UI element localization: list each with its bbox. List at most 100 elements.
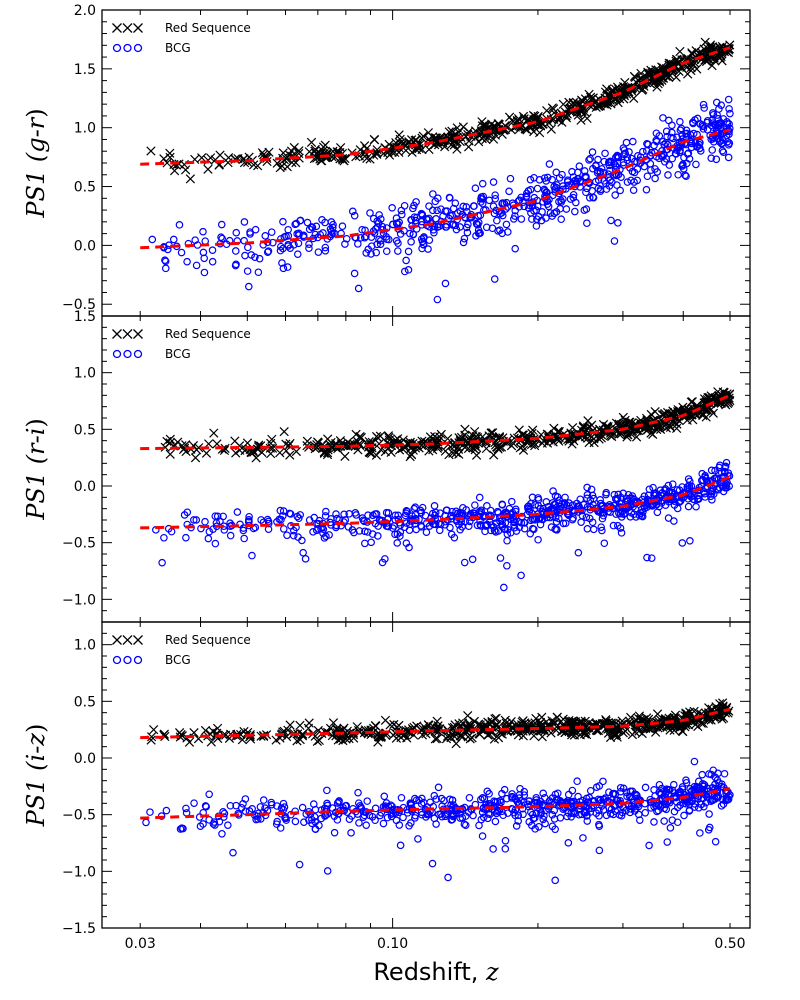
data-point xyxy=(414,835,422,843)
data-point xyxy=(295,860,304,869)
data-point xyxy=(673,133,681,142)
data-point xyxy=(709,109,717,117)
data-point xyxy=(643,69,653,79)
data-point xyxy=(218,234,226,243)
data-point xyxy=(662,127,671,136)
data-point xyxy=(477,815,486,824)
data-point xyxy=(629,137,637,146)
data-point xyxy=(375,211,383,219)
data-point xyxy=(508,794,516,802)
data-point xyxy=(470,445,480,455)
data-point xyxy=(295,514,303,523)
data-point xyxy=(354,284,363,293)
data-point xyxy=(489,845,497,853)
data-point xyxy=(425,522,434,530)
data-point xyxy=(629,186,638,194)
data-point xyxy=(643,172,652,181)
data-point xyxy=(306,137,317,147)
data-point xyxy=(451,199,460,207)
data-point xyxy=(702,50,712,60)
data-point xyxy=(460,820,469,829)
data-point xyxy=(468,555,477,564)
data-point xyxy=(490,526,499,535)
data-point xyxy=(354,240,362,248)
data-point xyxy=(724,95,733,104)
data-point xyxy=(266,449,276,459)
panel-r-i: −1.0 −0.5 0.0 0.5 1.0 1.5 PS1 (r-i) Red Sequenc… xyxy=(22,309,751,623)
data-point xyxy=(652,137,661,146)
data-point xyxy=(396,841,405,850)
data-point xyxy=(711,780,719,789)
data-point xyxy=(450,732,460,742)
data-point xyxy=(248,551,256,560)
data-point xyxy=(267,443,278,453)
data-point xyxy=(673,818,682,827)
legend-marker-x xyxy=(122,635,133,645)
data-point xyxy=(589,525,598,534)
data-point xyxy=(595,506,603,515)
data-point xyxy=(294,146,304,156)
data-point xyxy=(291,158,301,168)
data-point xyxy=(161,257,170,266)
data-point xyxy=(305,244,313,253)
data-point xyxy=(589,164,597,173)
data-point xyxy=(437,794,446,803)
data-point xyxy=(707,42,718,52)
data-point xyxy=(199,820,207,828)
data-point xyxy=(676,117,684,126)
data-point xyxy=(293,250,302,258)
data-point xyxy=(242,438,253,448)
data-point xyxy=(485,789,493,798)
data-point xyxy=(623,156,632,165)
data-point xyxy=(478,195,487,203)
data-point xyxy=(425,214,433,223)
data-point xyxy=(312,526,321,535)
data-point xyxy=(643,553,651,562)
data-point xyxy=(217,233,225,241)
data-point xyxy=(668,488,677,497)
data-point xyxy=(295,231,303,239)
data-point xyxy=(442,506,451,515)
data-point xyxy=(657,151,665,159)
data-point xyxy=(257,516,265,524)
data-point xyxy=(369,214,378,223)
data-point xyxy=(540,174,549,182)
data-point xyxy=(703,784,712,793)
data-point xyxy=(489,122,499,132)
data-point xyxy=(424,245,432,253)
data-point xyxy=(179,443,190,453)
y-axis-label-close: ) xyxy=(22,108,50,117)
data-point xyxy=(698,779,707,788)
data-point xyxy=(441,207,450,215)
data-point xyxy=(586,786,595,795)
data-point xyxy=(378,558,387,567)
data-point xyxy=(418,217,426,226)
data-point xyxy=(277,515,285,524)
data-point xyxy=(717,782,726,791)
data-point xyxy=(307,223,316,231)
data-point xyxy=(511,244,519,253)
data-point xyxy=(717,101,726,110)
data-point xyxy=(511,212,519,220)
data-point xyxy=(362,153,372,164)
plot-area xyxy=(140,37,735,304)
data-point xyxy=(569,514,577,522)
data-point xyxy=(252,815,260,824)
data-point xyxy=(585,156,593,164)
data-point xyxy=(320,140,330,150)
data-point xyxy=(428,206,437,215)
data-point xyxy=(496,226,504,235)
data-point xyxy=(432,733,442,744)
data-point xyxy=(370,721,381,731)
y-tick-label: 0.0 xyxy=(74,751,96,767)
data-point xyxy=(418,131,428,141)
data-point xyxy=(693,114,702,123)
data-point xyxy=(548,212,556,220)
legend-label-red-sequence: Red Sequence xyxy=(165,633,251,647)
data-point xyxy=(279,525,288,533)
data-point xyxy=(277,242,285,251)
data-point xyxy=(231,247,240,255)
data-point xyxy=(679,165,688,173)
data-point xyxy=(548,811,557,819)
data-point xyxy=(344,523,353,531)
